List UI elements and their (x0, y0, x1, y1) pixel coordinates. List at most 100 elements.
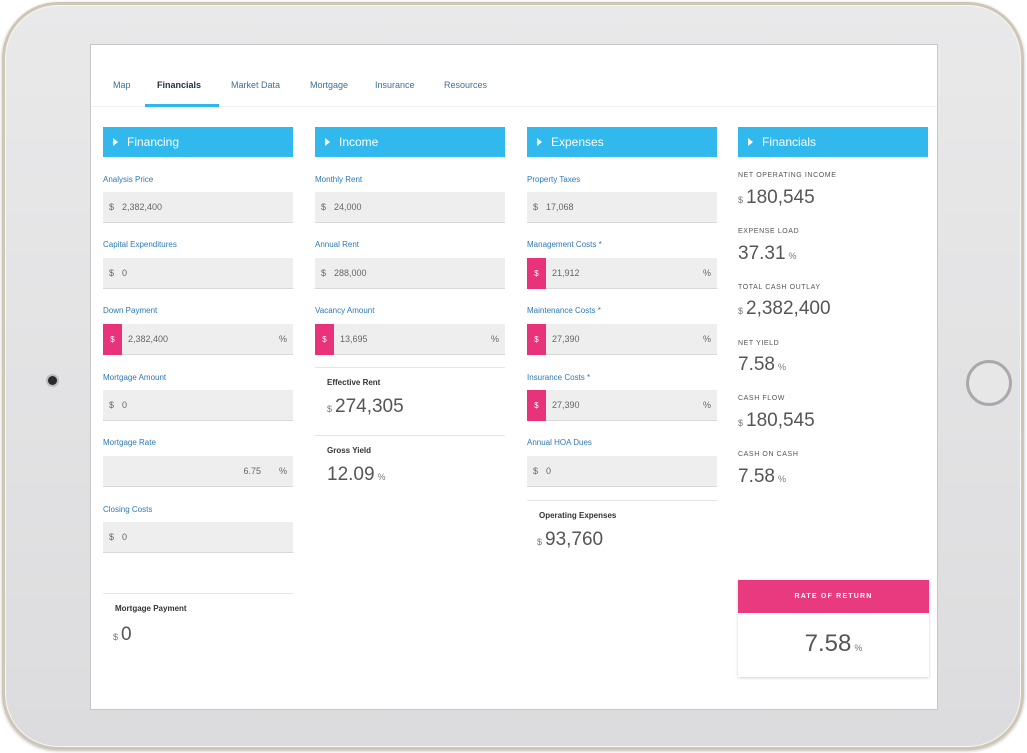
field-value: 0 (122, 400, 128, 410)
annual-hoa-dues-label: Annual HOA Dues (527, 438, 592, 447)
down-payment-label: Down Payment (103, 306, 158, 315)
summary-value: $93,760 (537, 529, 603, 551)
analysis-price-input[interactable]: $ 2,382,400 (103, 192, 293, 223)
annual-rent-input[interactable]: $ 288,000 (315, 258, 505, 289)
cash-flow-label: CASH FLOW (738, 395, 786, 402)
field-value: 0 (122, 268, 128, 278)
expenses-title: Expenses (551, 135, 604, 149)
tab-resources[interactable]: Resources (444, 80, 488, 90)
annual-rent-label: Annual Rent (315, 240, 360, 249)
summary-label: Operating Expenses (539, 511, 617, 520)
field-value: 27,390 (552, 400, 580, 410)
currency-symbol: $ (738, 195, 744, 205)
metric-value: 180,545 (746, 410, 815, 431)
mortgage-amount-label: Mortgage Amount (103, 373, 167, 382)
currency-symbol: $ (738, 306, 744, 316)
operating-expenses-value: 93,760 (545, 529, 604, 550)
financials-column: Financials NET OPERATING INCOME $180,545… (738, 127, 928, 507)
analysis-price-label: Analysis Price (103, 175, 154, 184)
mortgage-payment-value: 0 (121, 624, 132, 645)
expense-load-value: 37.31% (738, 243, 797, 265)
summary-label: Effective Rent (327, 378, 381, 387)
financials-header[interactable]: Financials (738, 127, 928, 157)
closing-costs-input[interactable]: $ 0 (103, 522, 293, 553)
vacancy-amount-label: Vacancy Amount (315, 306, 375, 315)
percent-toggle[interactable]: % (490, 334, 499, 344)
metric-value: 7.58 (804, 630, 852, 657)
currency-toggle[interactable]: $ (527, 390, 546, 421)
home-button[interactable] (966, 360, 1012, 406)
cash-flow-value: $180,545 (738, 410, 815, 432)
field-value: 288,000 (334, 268, 367, 278)
expand-triangle-icon (537, 138, 542, 146)
rate-of-return-value: 7.58% (738, 630, 929, 658)
percent-toggle[interactable]: % (278, 334, 287, 344)
tab-map[interactable]: Map (113, 80, 131, 90)
summary-label: Gross Yield (327, 446, 372, 455)
effective-rent-value: 274,305 (335, 396, 404, 417)
management-costs-input[interactable]: $ 21,912 % (527, 258, 717, 289)
capital-expenditures-input[interactable]: $ 0 (103, 258, 293, 289)
percent-unit: % (777, 474, 786, 484)
monthly-rent-input[interactable]: $ 24,000 (315, 192, 505, 223)
financing-column: Financing Analysis Price $ 2,382,400 Cap… (103, 127, 293, 667)
tab-financials[interactable]: Financials (157, 80, 202, 90)
insurance-costs-input[interactable]: $ 27,390 % (527, 390, 717, 421)
mortgage-rate-input[interactable]: 6.75 % (103, 456, 293, 487)
mortgage-amount-input[interactable]: $ 0 (103, 390, 293, 421)
currency-toggle[interactable]: $ (103, 324, 122, 355)
effective-rent-summary: Effective Rent $274,305 (315, 367, 505, 435)
rate-of-return-card: RATE OF RETURN 7.58% (738, 580, 929, 677)
field-value: 27,390 (552, 334, 580, 344)
tab-bar: Map Financials Market Data Mortgage Insu… (91, 45, 937, 107)
field-value: 21,912 (552, 268, 580, 278)
currency-toggle[interactable]: $ (527, 258, 546, 289)
field-value: 0 (546, 466, 552, 476)
expense-load-label: EXPENSE LOAD (738, 228, 800, 235)
capital-expenditures-label: Capital Expenditures (103, 240, 177, 249)
property-taxes-input[interactable]: $ 17,068 (527, 192, 717, 223)
percent-toggle[interactable]: % (702, 268, 711, 278)
currency-symbol: $ (321, 202, 327, 212)
financing-header[interactable]: Financing (103, 127, 293, 157)
currency-symbol: $ (109, 400, 115, 410)
currency-symbol: $ (113, 632, 119, 642)
income-title: Income (339, 135, 379, 149)
expand-triangle-icon (113, 138, 118, 146)
income-header[interactable]: Income (315, 127, 505, 157)
field-value: 13,695 (340, 334, 368, 344)
income-column: Income Monthly Rent $ 24,000 Annual Rent… (315, 127, 505, 507)
percent-toggle[interactable]: % (702, 334, 711, 344)
expenses-header[interactable]: Expenses (527, 127, 717, 157)
currency-toggle[interactable]: $ (527, 324, 546, 355)
maintenance-costs-input[interactable]: $ 27,390 % (527, 324, 717, 355)
rate-of-return-label: RATE OF RETURN (738, 580, 929, 613)
field-value: 24,000 (334, 202, 362, 212)
field-value: 2,382,400 (128, 334, 169, 344)
tab-mortgage[interactable]: Mortgage (310, 80, 349, 90)
percent-toggle[interactable]: % (702, 400, 711, 410)
down-payment-input[interactable]: $ 2,382,400 % (103, 324, 293, 355)
currency-symbol: $ (533, 202, 539, 212)
currency-symbol: $ (321, 268, 327, 278)
metric-value: 37.31 (738, 243, 786, 264)
expand-triangle-icon (748, 138, 753, 146)
property-taxes-label: Property Taxes (527, 175, 581, 184)
currency-symbol: $ (738, 418, 744, 428)
app-screen: Map Financials Market Data Mortgage Insu… (91, 45, 937, 709)
net-yield-label: NET YIELD (738, 340, 780, 347)
vacancy-amount-input[interactable]: $ 13,695 % (315, 324, 505, 355)
financing-title: Financing (127, 135, 180, 149)
cash-on-cash-value: 7.58% (738, 466, 786, 488)
mortgage-rate-label: Mortgage Rate (103, 438, 156, 447)
management-costs-label: Management Costs * (527, 240, 602, 249)
currency-symbol: $ (109, 202, 115, 212)
tab-market-data[interactable]: Market Data (231, 80, 281, 90)
currency-toggle[interactable]: $ (315, 324, 334, 355)
tab-insurance[interactable]: Insurance (375, 80, 415, 90)
summary-value: 12.09% (327, 464, 386, 486)
annual-hoa-dues-input[interactable]: $ 0 (527, 456, 717, 487)
total-cash-outlay-value: $2,382,400 (738, 298, 831, 320)
summary-label: Mortgage Payment (115, 604, 187, 613)
mortgage-payment-summary: Mortgage Payment $0 (103, 593, 293, 653)
